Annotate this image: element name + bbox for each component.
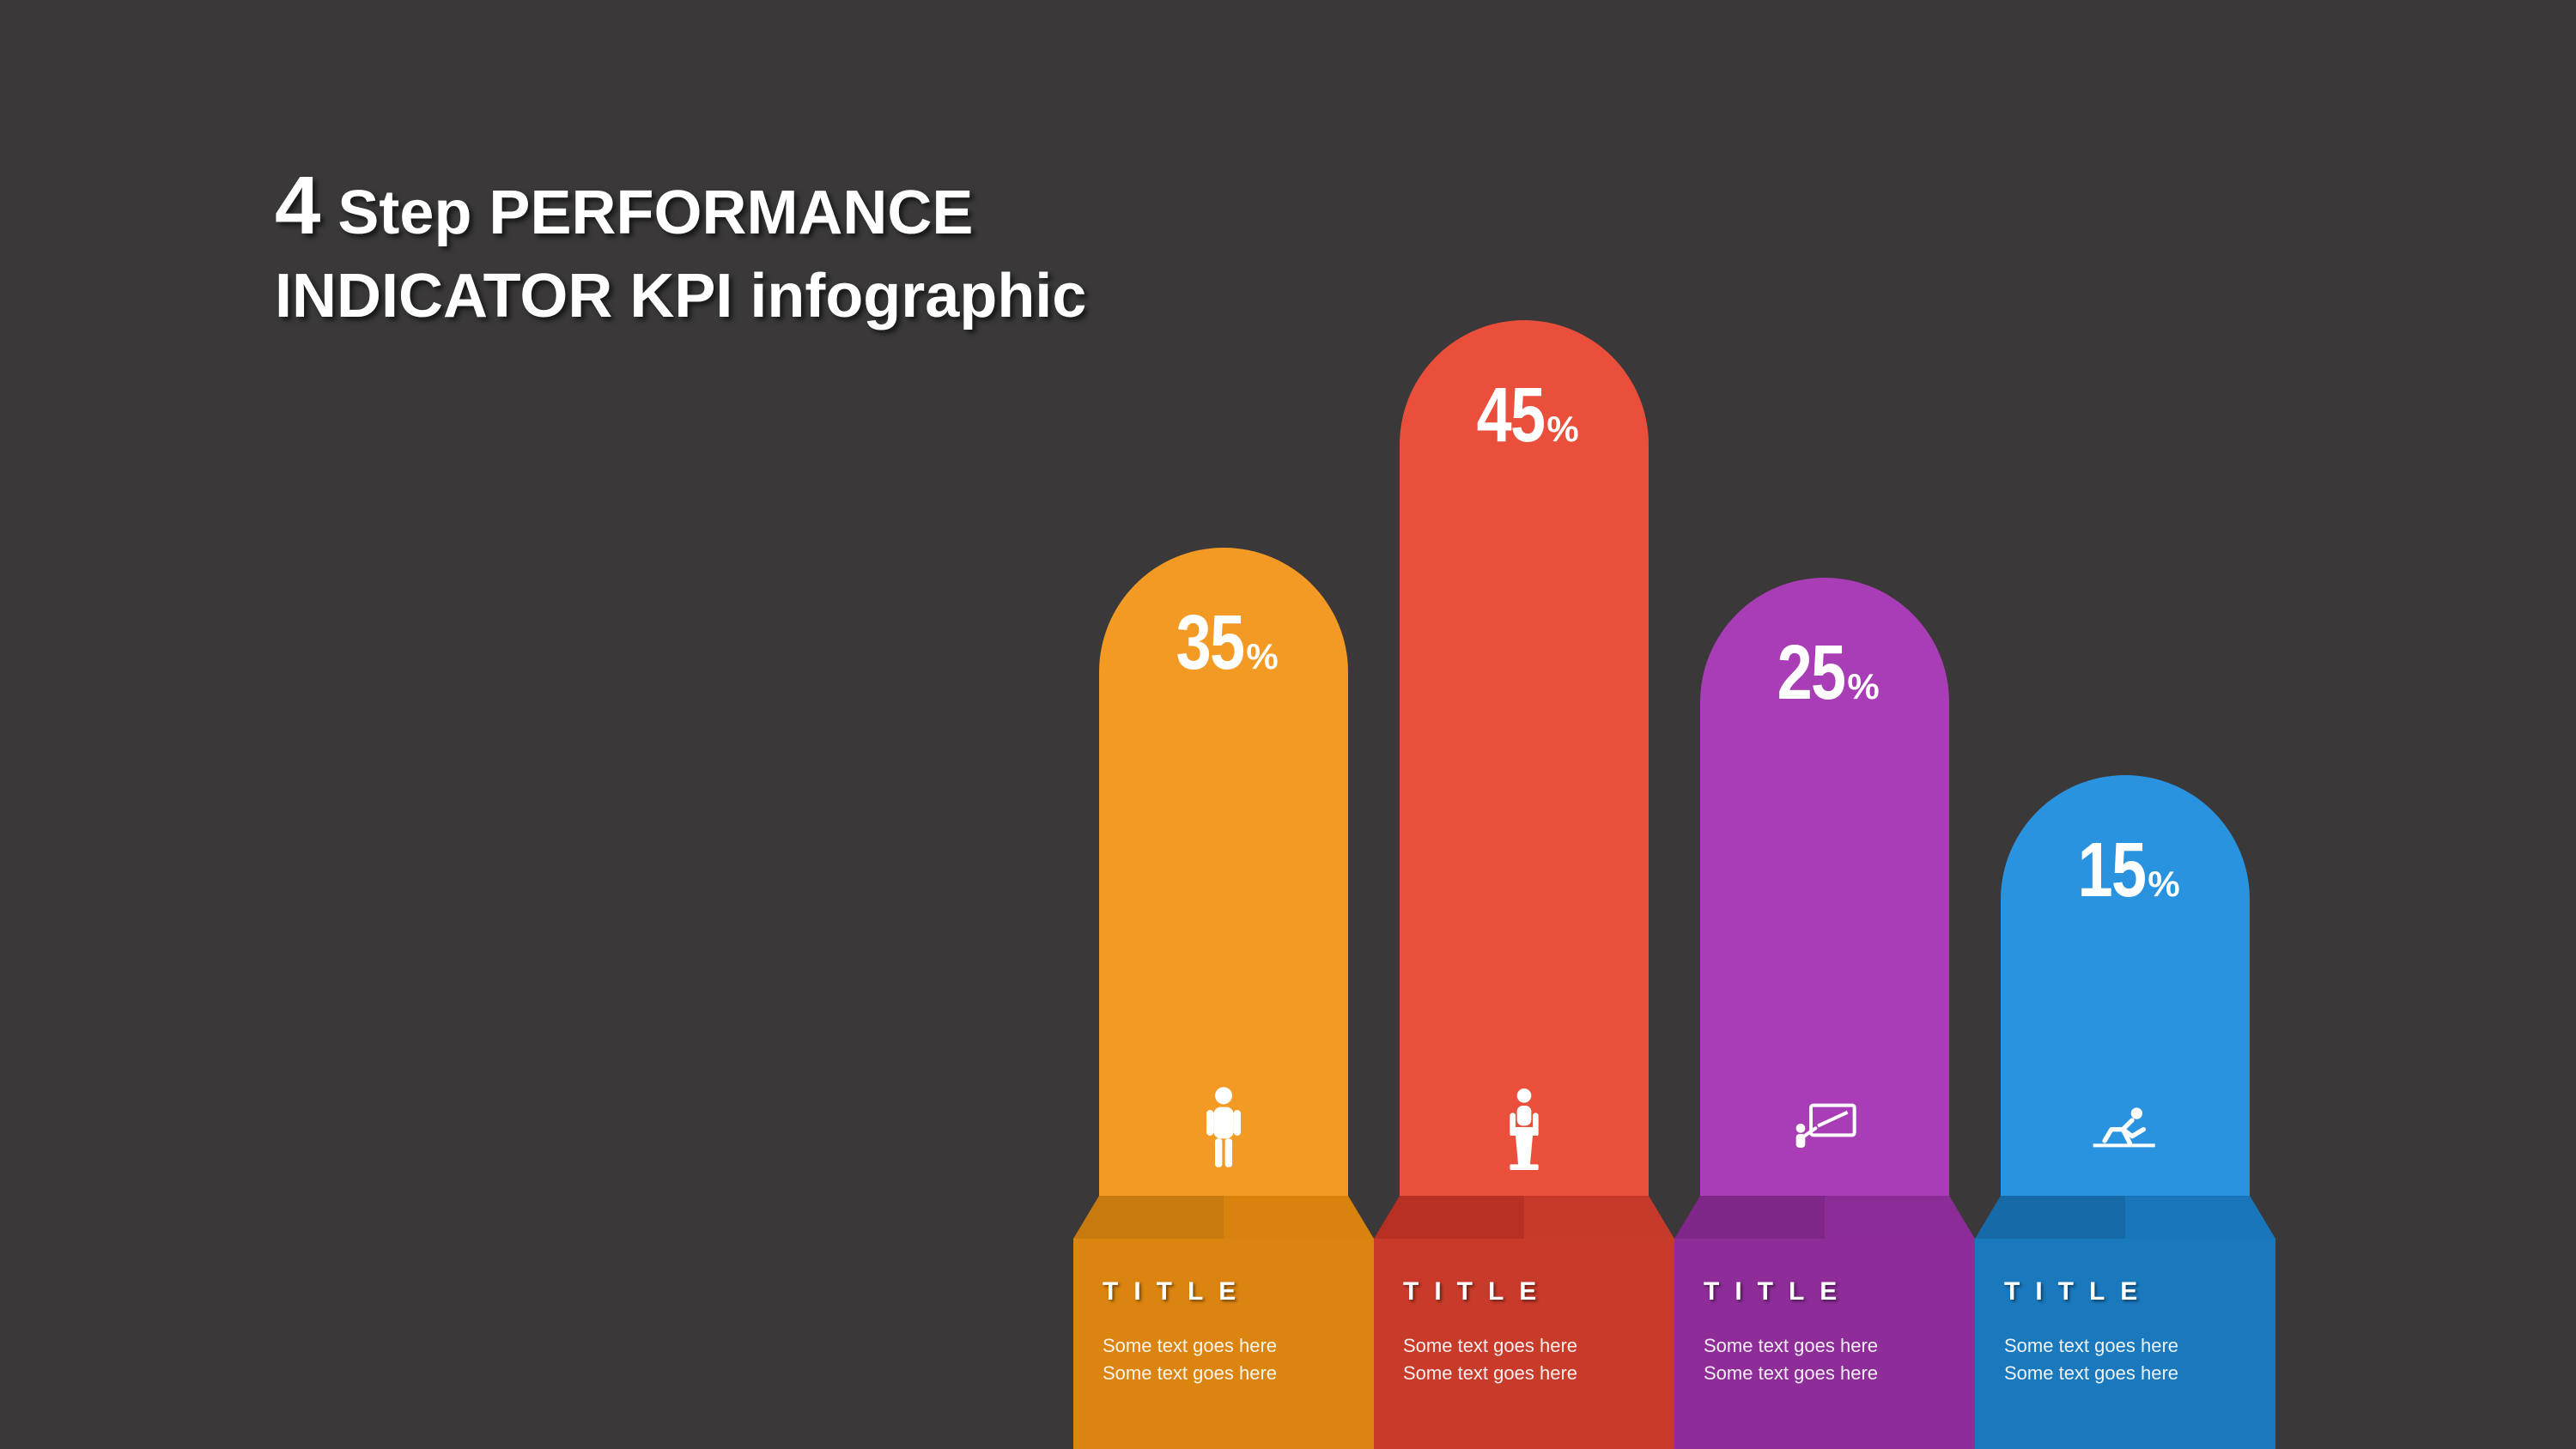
base-3-title: TITLE <box>1704 1277 1946 1307</box>
base-3: TITLE Some text goes here Some text goes… <box>1674 1239 1975 1449</box>
percent-sign: % <box>1246 636 1278 676</box>
pillar-2-percent: 45% <box>1400 372 1649 460</box>
pillar-4-percent: 15% <box>2001 827 2250 915</box>
base-2-text-line-2: Some text goes here <box>1403 1360 1645 1387</box>
pillar-1-percent: 35% <box>1099 599 1348 688</box>
fold-4 <box>1975 1196 2275 1239</box>
podium-icon <box>1374 1084 1674 1174</box>
percent-sign: % <box>2148 864 2179 904</box>
percent-sign: % <box>1546 409 1578 449</box>
base-4: TITLE Some text goes here Some text goes… <box>1975 1239 2275 1449</box>
base-3-text: Some text goes here Some text goes here <box>1704 1332 1946 1387</box>
title-accent-number: 4 <box>275 160 320 252</box>
person-icon <box>1073 1084 1374 1174</box>
pillar-2-value: 45 <box>1477 372 1545 460</box>
pillar-3-value: 25 <box>1777 629 1845 718</box>
kpi-chart: 35% TITLE Some text goes here Some text … <box>1073 264 2275 1449</box>
pillar-3-percent: 25% <box>1700 629 1949 718</box>
runner-icon <box>1975 1084 2275 1174</box>
base-2-title: TITLE <box>1403 1277 1645 1307</box>
base-4-text-line-1: Some text goes here <box>2004 1332 2246 1360</box>
percent-sign: % <box>1847 666 1879 706</box>
main-title: 4 Step PERFORMANCE INDICATOR KPI infogra… <box>275 155 1086 335</box>
base-2: TITLE Some text goes here Some text goes… <box>1374 1239 1674 1449</box>
base-3-text-line-2: Some text goes here <box>1704 1360 1946 1387</box>
base-4-text: Some text goes here Some text goes here <box>2004 1332 2246 1387</box>
base-1: TITLE Some text goes here Some text goes… <box>1073 1239 1374 1449</box>
base-1-text-line-1: Some text goes here <box>1103 1332 1345 1360</box>
pillar-1-value: 35 <box>1176 599 1244 688</box>
fold-3 <box>1674 1196 1975 1239</box>
title-line-1: 4 Step PERFORMANCE <box>275 155 1086 258</box>
base-1-text-line-2: Some text goes here <box>1103 1360 1345 1387</box>
fold-1 <box>1073 1196 1374 1239</box>
base-1-text: Some text goes here Some text goes here <box>1103 1332 1345 1387</box>
base-1-title: TITLE <box>1103 1277 1345 1307</box>
base-4-title: TITLE <box>2004 1277 2246 1307</box>
base-2-text: Some text goes here Some text goes here <box>1403 1332 1645 1387</box>
fold-2 <box>1374 1196 1674 1239</box>
presentation-icon <box>1674 1084 1975 1174</box>
base-2-text-line-1: Some text goes here <box>1403 1332 1645 1360</box>
title-line-2: INDICATOR KPI infographic <box>275 258 1086 335</box>
base-4-text-line-2: Some text goes here <box>2004 1360 2246 1387</box>
base-3-text-line-1: Some text goes here <box>1704 1332 1946 1360</box>
pillar-2: 45% <box>1400 320 1649 1196</box>
title-line-1-rest: Step PERFORMANCE <box>320 179 973 247</box>
pillar-4-value: 15 <box>2078 827 2146 915</box>
